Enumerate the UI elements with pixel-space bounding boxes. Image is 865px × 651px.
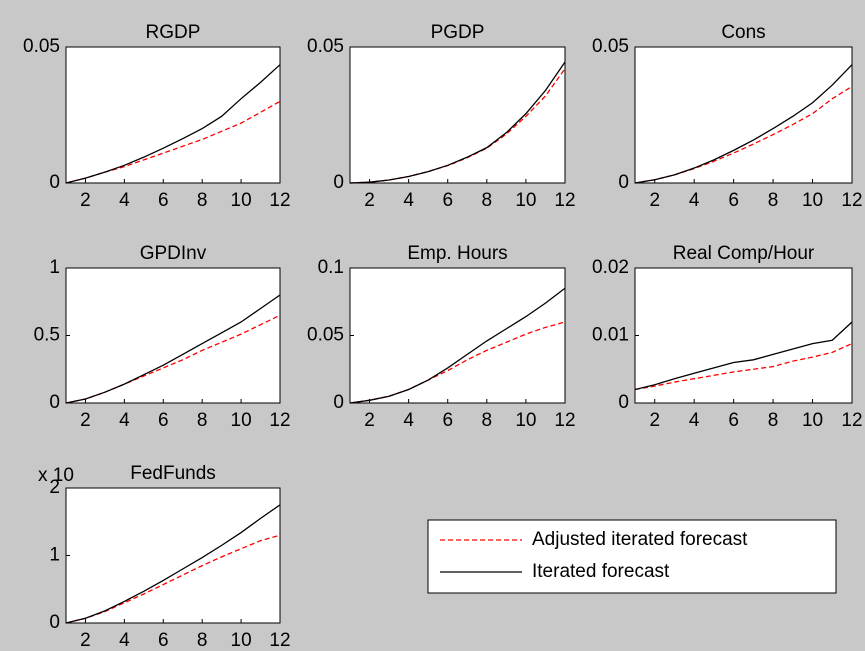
x-tick-label: 10 [231,410,252,431]
x-tick-label: 10 [231,630,252,651]
y-tick-label: 0.05 [592,36,629,57]
plot-frame [634,46,853,184]
y-tick-label: 0.05 [23,36,60,57]
x-tick-label: 6 [728,190,739,211]
series-line [634,64,853,184]
x-tick-label: 12 [269,630,290,651]
x-tick-label: 8 [197,630,208,651]
series-line [349,61,566,184]
x-tick-label: 12 [841,410,862,431]
subplot-title: Cons [721,22,765,43]
plot-area [66,47,280,183]
legend-box [427,519,837,594]
x-tick-label: 12 [269,410,290,431]
x-tick-label: 4 [403,190,414,211]
x-tick-label: 4 [119,630,130,651]
y-tick-label: 1 [49,257,60,278]
subplot-title: GPDInv [140,243,207,264]
x-tick-label: 4 [119,190,130,211]
y-tick-label: 0.02 [592,257,629,278]
subplot-title: RGDP [146,22,201,43]
y-tick-label: 0.1 [318,257,344,278]
subplot-title: Real Comp/Hour [673,243,815,264]
legend-label: Iterated forecast [532,561,670,582]
x-tick-label: 6 [728,410,739,431]
x-tick-label: 8 [768,190,779,211]
x-tick-label: 8 [197,190,208,211]
plot-area [635,47,852,183]
x-tick-label: 6 [158,630,169,651]
x-tick-label: 4 [689,190,700,211]
series-line [65,64,281,184]
series-line [349,287,566,404]
x-tick-label: 4 [119,410,130,431]
x-tick-label: 6 [158,190,169,211]
x-tick-label: 8 [482,410,493,431]
legend-label: Adjusted iterated forecast [532,529,748,550]
x-tick-label: 6 [158,410,169,431]
series-line [634,343,853,391]
x-tick-label: 10 [515,410,536,431]
x-tick-label: 2 [364,190,375,211]
y-tick-label: 0 [49,612,60,633]
subplot-title: Emp. Hours [407,243,507,264]
x-tick-label: 12 [269,190,290,211]
x-tick-label: 8 [768,410,779,431]
x-tick-label: 2 [80,410,91,431]
x-tick-label: 2 [80,190,91,211]
x-tick-label: 2 [364,410,375,431]
x-tick-label: 10 [802,410,823,431]
x-tick-label: 2 [649,410,660,431]
plot-frame [349,46,566,184]
subplot-title: PGDP [431,22,485,43]
x-tick-label: 4 [403,410,414,431]
series-line [65,100,281,184]
x-tick-label: 12 [554,190,575,211]
plot-frame [65,46,281,184]
x-tick-label: 10 [802,190,823,211]
y-tick-label: 0.05 [307,36,344,57]
y-tick-label: 0 [49,392,60,413]
x-tick-label: 10 [231,190,252,211]
y-tick-label: 0 [618,172,629,193]
y-tick-label: 0 [618,392,629,413]
y-tick-label: 0.01 [592,325,629,346]
series-line [65,534,281,624]
y-tick-label: 1 [49,545,60,566]
plot-area [350,47,565,183]
series-line [65,294,281,404]
x-tick-label: 6 [442,410,453,431]
x-tick-label: 4 [689,410,700,431]
x-tick-label: 6 [442,190,453,211]
x-tick-label: 12 [841,190,862,211]
plot-area [66,488,280,623]
series-line [65,314,281,404]
x-tick-label: 2 [80,630,91,651]
y-tick-label: 0.05 [307,325,344,346]
x-tick-label: 10 [515,190,536,211]
plot-area [350,268,565,403]
x-tick-label: 8 [197,410,208,431]
y-tick-label: 0.5 [34,325,60,346]
plot-area [635,268,852,403]
plot-area [66,268,280,403]
y-tick-label: 2 [49,477,60,498]
subplot-title: FedFunds [130,463,216,484]
y-tick-label: 0 [49,172,60,193]
y-tick-label: 0 [333,172,344,193]
y-tick-label: 0 [333,392,344,413]
series-line [65,504,281,624]
x-tick-label: 2 [649,190,660,211]
exponent-label: x 10 [38,465,74,486]
series-line [634,321,853,391]
x-tick-label: 8 [482,190,493,211]
x-tick-label: 12 [554,410,575,431]
